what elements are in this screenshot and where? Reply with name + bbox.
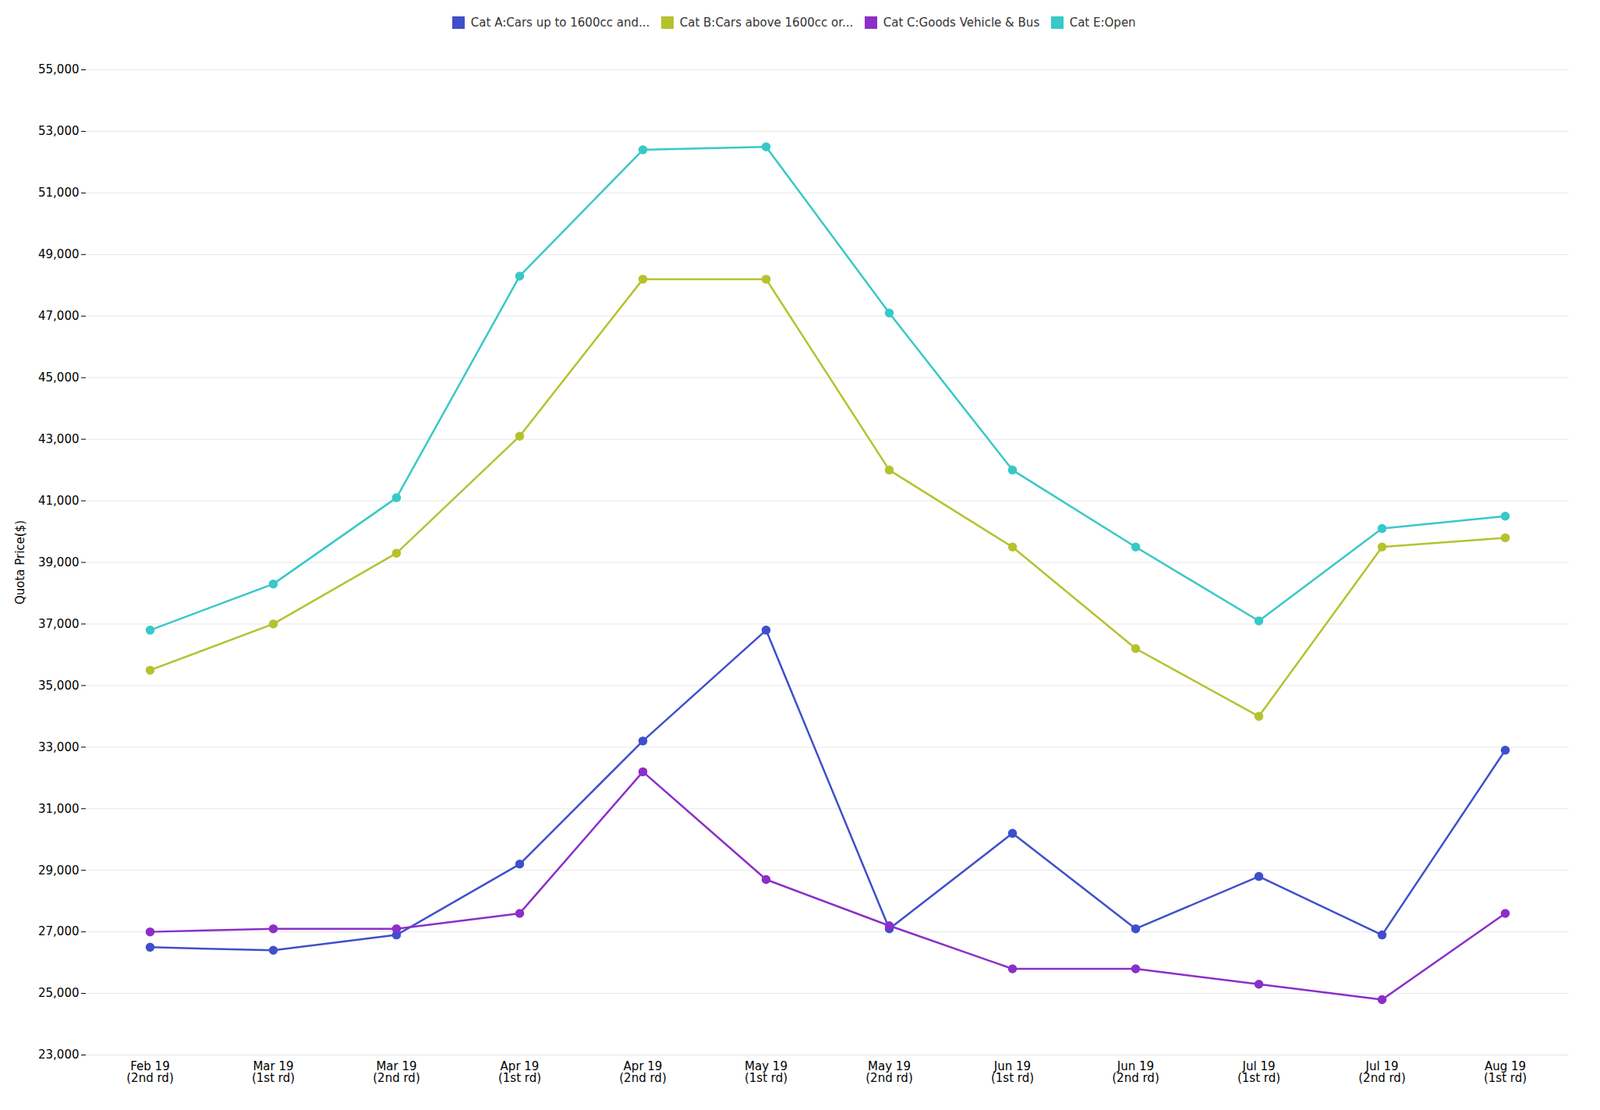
html-text:Cat A:Cars up to 1600cc and...: Cat A:Cars up to 1600cc and...: [470, 15, 650, 30]
svg-text:25,000: 25,000: [38, 985, 80, 1000]
svg-text:31,000: 31,000: [38, 800, 80, 815]
html-text:Cat B:Cars above 1600cc or...: Cat B:Cars above 1600cc or...: [679, 15, 854, 30]
svg-text:May 19(2nd rd): May 19(2nd rd): [865, 1058, 913, 1085]
svg-text:43,000: 43,000: [38, 431, 80, 446]
svg-text:27,000: 27,000: [38, 923, 80, 939]
svg-text:Feb 19(2nd rd): Feb 19(2nd rd): [126, 1058, 174, 1085]
svg-text:49,000: 49,000: [38, 247, 80, 262]
svg-text:Apr 19(2nd rd): Apr 19(2nd rd): [619, 1058, 666, 1085]
svg-text:37,000: 37,000: [38, 615, 80, 631]
svg-text:Jul 19(2nd rd): Jul 19(2nd rd): [1358, 1058, 1406, 1085]
html-text:Cat E:Open: Cat E:Open: [1069, 15, 1136, 30]
svg-text:35,000: 35,000: [38, 677, 80, 692]
svg-text:41,000: 41,000: [38, 492, 80, 507]
svg-text:53,000: 53,000: [38, 123, 80, 139]
svg-text:23,000: 23,000: [38, 1047, 80, 1062]
svg-text:55,000: 55,000: [38, 62, 80, 77]
svg-text:Mar 19(1st rd): Mar 19(1st rd): [251, 1058, 295, 1085]
svg-text:Quota Price($): Quota Price($): [13, 519, 28, 604]
svg-text:29,000: 29,000: [38, 862, 80, 877]
svg-text:33,000: 33,000: [38, 739, 80, 754]
svg-text:Aug 19(1st rd): Aug 19(1st rd): [1483, 1058, 1527, 1085]
svg-text:51,000: 51,000: [38, 185, 80, 200]
svg-text:47,000: 47,000: [38, 308, 80, 323]
svg-text:Jun 19(1st rd): Jun 19(1st rd): [991, 1058, 1034, 1085]
html-text:Cat C:Goods Vehicle & Bus: Cat C:Goods Vehicle & Bus: [883, 15, 1040, 30]
svg-text:Jul 19(1st rd): Jul 19(1st rd): [1237, 1058, 1281, 1085]
svg-text:Mar 19(2nd rd): Mar 19(2nd rd): [372, 1058, 420, 1085]
svg-text:Jun 19(2nd rd): Jun 19(2nd rd): [1111, 1058, 1159, 1085]
svg-text:Apr 19(1st rd): Apr 19(1st rd): [498, 1058, 542, 1085]
svg-text:May 19(1st rd): May 19(1st rd): [744, 1058, 788, 1085]
svg-text:39,000: 39,000: [38, 554, 80, 569]
svg-text:45,000: 45,000: [38, 369, 80, 384]
